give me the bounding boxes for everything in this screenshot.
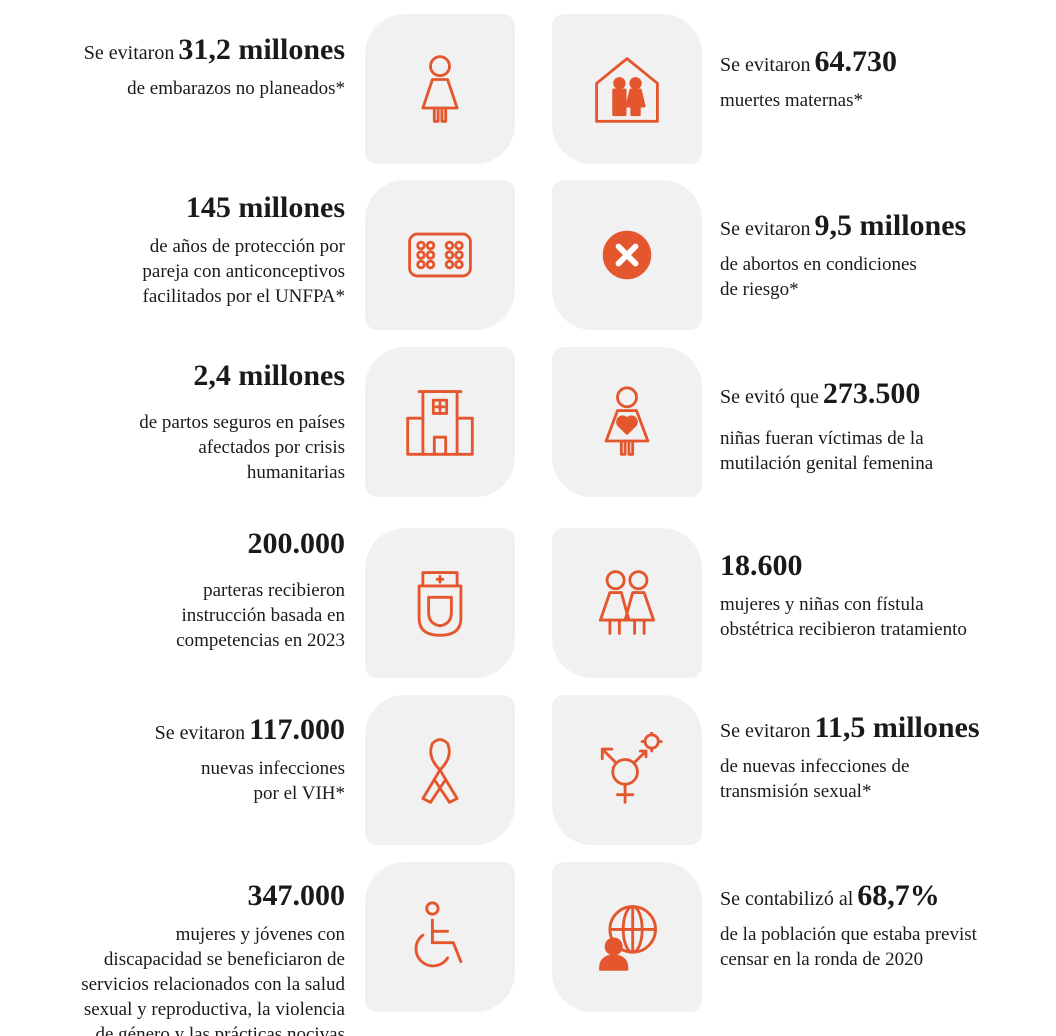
- stat-headline: Se evitó que 273.500: [720, 374, 933, 414]
- stat-description: de embarazos no planeados*: [127, 78, 345, 99]
- stat-description: niñas fueran víctimas de la: [720, 428, 924, 449]
- stat-prefix: Se evitaron: [720, 720, 811, 742]
- stat-description: obstétrica recibieron tratamiento: [720, 619, 967, 640]
- house-icon: [595, 57, 659, 123]
- icon-tile: [365, 862, 515, 1012]
- pill-pack-icon: [408, 232, 472, 278]
- stat-description: transmisión sexual*: [720, 781, 872, 802]
- stat-description: servicios relacionados con la salud: [81, 974, 345, 995]
- ribbon-icon: [421, 738, 459, 804]
- globe-person-icon: [598, 905, 657, 971]
- stat-description: muertes maternas*: [720, 90, 863, 111]
- two-girls-icon: [598, 570, 656, 635]
- icon-tile: [365, 695, 515, 845]
- icon-tile: [552, 14, 702, 164]
- stat-description: de nuevas infecciones de: [720, 756, 910, 777]
- stat-value: 347.000: [247, 879, 346, 912]
- stat-headline: Se evitaron 64.730: [720, 42, 897, 82]
- stat-block: 18.600 mujeres y niñas con fístula obstétr…: [720, 546, 967, 642]
- stat-description: de partos seguros en países: [139, 412, 345, 433]
- icon-tile: [552, 862, 702, 1012]
- stat-value: 18.600: [720, 549, 803, 582]
- stat-block: 2,4 millones de partos seguros en países a…: [139, 356, 345, 485]
- stat-description: mujeres y niñas con fístula: [720, 594, 924, 615]
- stat-description: por el VIH*: [253, 783, 345, 804]
- stat-block: Se evitó que 273.500 niñas fueran víctima…: [720, 374, 933, 476]
- stat-description: facilitados por el UNFPA*: [142, 286, 345, 307]
- stat-headline: Se evitaron 117.000: [155, 710, 345, 750]
- stat-value: 11,5 millones: [814, 711, 980, 744]
- icon-tile: [365, 528, 515, 678]
- stat-value: 2,4 millones: [193, 359, 345, 392]
- icon-tile: [552, 180, 702, 330]
- stat-prefix: Se evitaron: [154, 722, 246, 744]
- stat-prefix: Se evitaron: [83, 42, 175, 64]
- midwife-icon: [417, 571, 463, 637]
- stat-description: de género y las prácticas nocivas: [95, 1024, 345, 1036]
- stat-prefix: Se evitaron: [720, 218, 811, 240]
- stat-headline: Se evitaron 31,2 millones: [84, 30, 345, 70]
- stat-headline: 200.000: [176, 524, 346, 564]
- stat-headline: 2,4 millones: [139, 356, 345, 396]
- hospital-icon: [406, 390, 474, 456]
- stat-value: 200.000: [247, 527, 346, 560]
- stat-description: afectados por crisis: [198, 437, 345, 458]
- stat-block: Se evitaron 64.730 muertes maternas*: [720, 42, 897, 113]
- stat-headline: 347.000: [81, 876, 346, 916]
- gender-icon: [600, 732, 663, 804]
- stat-value: 273.500: [822, 377, 921, 410]
- stat-value: 64.730: [814, 45, 898, 78]
- girl-heart-icon: [604, 386, 650, 456]
- stat-block: Se contabilizó al 68,7% de la población q…: [720, 876, 977, 972]
- stat-description: censar en la ronda de 2020: [720, 949, 924, 970]
- stat-description: mujeres y jóvenes con: [175, 924, 345, 945]
- stat-headline: Se evitaron 9,5 millones: [720, 206, 966, 246]
- stat-prefix: Se evitó que: [720, 386, 819, 408]
- icon-tile: [365, 347, 515, 497]
- stat-description: de la población que estaba previst: [720, 924, 977, 945]
- stat-value: 117.000: [249, 713, 345, 746]
- stat-block: Se evitaron 31,2 millones de embarazos no…: [84, 30, 345, 101]
- stat-description: parteras recibieron: [203, 580, 345, 601]
- icon-tile: [552, 528, 702, 678]
- icon-tile: [365, 180, 515, 330]
- stat-description: mutilación genital femenina: [720, 453, 934, 474]
- stat-block: Se evitaron 11,5 millones de nuevas infec…: [720, 708, 980, 804]
- stat-value: 31,2 millones: [178, 33, 345, 66]
- stat-block: 347.000 mujeres y jóvenes con discapacidad…: [81, 876, 345, 1036]
- cross-icon: [602, 230, 652, 280]
- icon-tile: [552, 695, 702, 845]
- stat-prefix: Se evitaron: [720, 54, 811, 76]
- stat-value: 68,7%: [857, 879, 940, 912]
- stat-description: de riesgo*: [720, 279, 799, 300]
- icon-tile: [552, 347, 702, 497]
- stat-block: Se evitaron 117.000 nuevas infecciones por…: [155, 710, 345, 806]
- stat-prefix: Se contabilizó al: [720, 888, 854, 910]
- stat-description: competencias en 2023: [176, 630, 345, 651]
- stat-description: instrucción basada en: [181, 605, 345, 626]
- stat-description: humanitarias: [246, 462, 345, 483]
- stat-description: pareja con anticonceptivos: [142, 261, 345, 282]
- stat-headline: Se contabilizó al 68,7%: [720, 876, 977, 916]
- stat-description: sexual y reproductiva, la violencia: [83, 999, 345, 1020]
- stat-headline: 18.600: [720, 546, 967, 586]
- stat-description: de años de protección por: [149, 236, 345, 257]
- stat-headline: Se evitaron 11,5 millones: [720, 708, 980, 748]
- woman-icon: [421, 55, 459, 123]
- stat-description: nuevas infecciones: [200, 758, 345, 779]
- icon-tile: [365, 14, 515, 164]
- stat-block: 145 millones de años de protección por par…: [142, 188, 345, 309]
- stat-value: 9,5 millones: [814, 209, 967, 242]
- stat-description: discapacidad se beneficiaron de: [103, 949, 345, 970]
- stat-block: 200.000 parteras recibieron instrucción ba…: [176, 524, 345, 653]
- stat-value: 145 millones: [185, 191, 345, 224]
- stat-headline: 145 millones: [142, 188, 345, 228]
- wheelchair-icon: [414, 901, 463, 968]
- stat-block: Se evitaron 9,5 millones de abortos en co…: [720, 206, 966, 302]
- stat-description: de abortos en condiciones: [720, 254, 917, 275]
